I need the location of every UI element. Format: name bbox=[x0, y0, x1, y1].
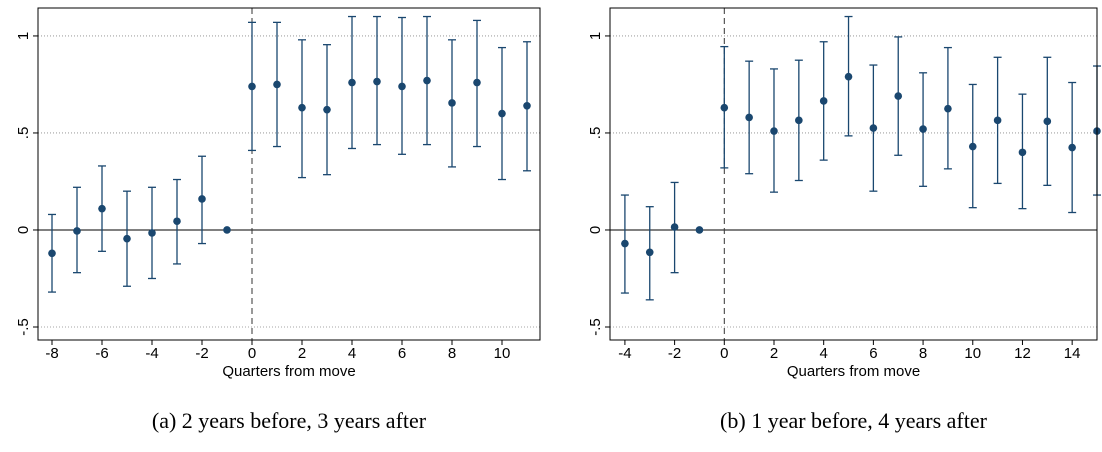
x-axis-label: Quarters from move bbox=[787, 363, 920, 380]
point bbox=[148, 229, 156, 237]
x-tick-label: 0 bbox=[720, 345, 728, 362]
plot-frame bbox=[609, 7, 1098, 341]
x-tick-label: 2 bbox=[770, 345, 778, 362]
x-tick-label: 10 bbox=[494, 345, 511, 362]
x-tick-label: -2 bbox=[668, 345, 681, 362]
point bbox=[645, 248, 654, 257]
point bbox=[968, 142, 977, 151]
point bbox=[993, 116, 1002, 125]
y-tick-label: 1 bbox=[15, 32, 32, 40]
point bbox=[423, 76, 431, 85]
point bbox=[298, 103, 306, 112]
point bbox=[919, 125, 927, 133]
point bbox=[198, 195, 206, 203]
point bbox=[48, 249, 56, 258]
x-tick-label: 4 bbox=[348, 345, 356, 362]
point bbox=[844, 72, 853, 81]
point bbox=[323, 105, 331, 114]
point bbox=[448, 99, 456, 107]
x-tick-label: 8 bbox=[448, 345, 456, 362]
point bbox=[869, 124, 878, 132]
point bbox=[795, 116, 803, 125]
point bbox=[223, 226, 231, 234]
point bbox=[745, 113, 753, 122]
y-tick-label: -.5 bbox=[587, 318, 604, 336]
point bbox=[173, 217, 181, 226]
y-tick-label: 0 bbox=[15, 226, 32, 234]
point bbox=[123, 234, 131, 243]
point bbox=[819, 97, 828, 105]
point bbox=[1043, 117, 1052, 126]
point bbox=[621, 239, 629, 248]
x-tick-label: 8 bbox=[919, 345, 927, 362]
x-tick-label: 4 bbox=[820, 345, 828, 362]
x-tick-label: 0 bbox=[248, 345, 256, 362]
caption: (b) 1 year before, 4 years after bbox=[720, 408, 988, 433]
x-tick-label: -8 bbox=[45, 345, 58, 362]
point bbox=[695, 226, 704, 234]
point bbox=[1018, 148, 1027, 157]
x-axis-label: Quarters from move bbox=[222, 363, 355, 380]
point bbox=[73, 227, 81, 235]
x-tick-label: 10 bbox=[964, 345, 981, 362]
point bbox=[770, 127, 778, 135]
y-tick-label: .5 bbox=[587, 127, 604, 140]
point bbox=[373, 77, 381, 86]
x-tick-label: 2 bbox=[298, 345, 306, 362]
point bbox=[273, 80, 281, 89]
x-tick-label: -4 bbox=[145, 345, 158, 362]
y-tick-label: 0 bbox=[587, 226, 604, 234]
x-tick-label: -2 bbox=[195, 345, 208, 362]
y-tick-label: .5 bbox=[15, 127, 32, 140]
point bbox=[1068, 143, 1076, 152]
x-tick-label: -6 bbox=[95, 345, 108, 362]
point bbox=[248, 82, 256, 91]
caption: (a) 2 years before, 3 years after bbox=[152, 408, 427, 433]
x-tick-label: 6 bbox=[398, 345, 406, 362]
y-tick-label: 1 bbox=[587, 32, 604, 40]
point bbox=[720, 103, 729, 112]
x-tick-label: 14 bbox=[1064, 345, 1081, 362]
point bbox=[523, 101, 531, 110]
x-tick-label: 6 bbox=[869, 345, 877, 362]
x-tick-label: 12 bbox=[1014, 345, 1031, 362]
y-tick-label: -.5 bbox=[15, 318, 32, 336]
point bbox=[670, 223, 679, 231]
point bbox=[894, 92, 903, 100]
point bbox=[944, 104, 952, 113]
point bbox=[498, 109, 506, 118]
plot-frame bbox=[37, 7, 541, 341]
point bbox=[98, 204, 106, 213]
point bbox=[398, 82, 406, 91]
x-tick-label: -4 bbox=[618, 345, 631, 362]
point bbox=[473, 78, 481, 87]
point bbox=[348, 78, 356, 87]
